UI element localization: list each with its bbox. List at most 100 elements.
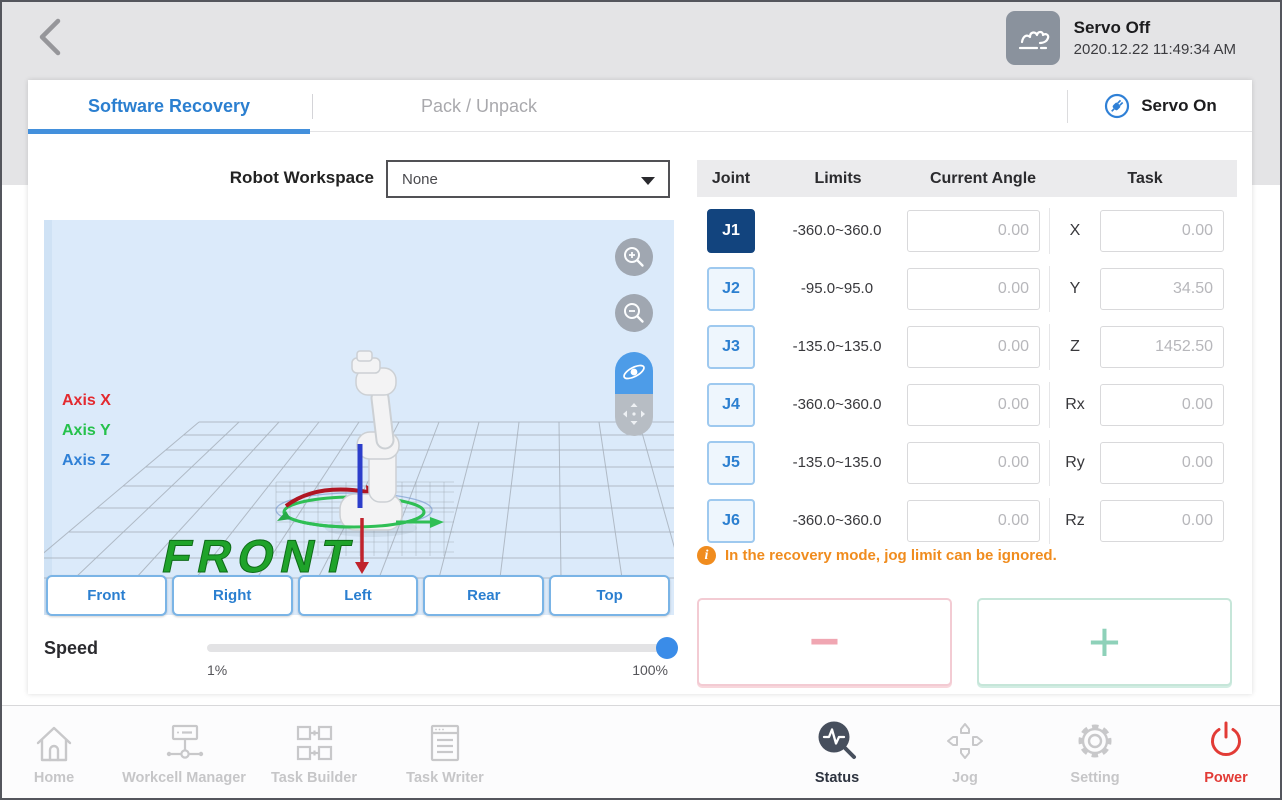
recovery-info-text: In the recovery mode, jog limit can be i…	[725, 547, 1057, 564]
joint-j3-button[interactable]: J3	[707, 325, 755, 369]
jog-dpad-icon	[885, 716, 1045, 764]
task-value-input-y[interactable]	[1100, 268, 1224, 310]
header-current-angle: Current Angle	[929, 170, 1037, 187]
axis-z-label: Axis Z	[62, 452, 111, 469]
zoom-in-button[interactable]	[615, 238, 653, 276]
workspace-selected-value: None	[402, 170, 438, 188]
column-divider	[1049, 440, 1050, 486]
joint-limits: -360.0~360.0	[792, 396, 882, 413]
joint-j2-button[interactable]: J2	[707, 267, 755, 311]
servo-hand-button[interactable]	[1005, 11, 1060, 65]
task-axis-label: Z	[1070, 338, 1080, 355]
joint-panel: Joint Limits Current Angle Task J1 -360.…	[697, 80, 1237, 694]
task-value-input-x[interactable]	[1100, 210, 1224, 252]
task-axis-label: Rz	[1065, 512, 1085, 529]
front-floor-label: FRONT	[158, 530, 362, 581]
servo-status: Servo Off 2020.12.22 11:49:34 AM	[1005, 11, 1236, 65]
caret-down-icon	[641, 177, 655, 185]
column-divider	[1049, 382, 1050, 428]
task-value-input-ry[interactable]	[1100, 442, 1224, 484]
nav-task-writer[interactable]: Task Writer	[365, 716, 525, 786]
view-buttons: Front Right Left Rear Top	[46, 575, 670, 616]
servo-state-label: Servo Off	[1073, 18, 1151, 37]
servo-on-button[interactable]: Servo On	[1068, 80, 1252, 132]
current-angle-input-j1[interactable]	[907, 210, 1040, 252]
current-angle-input-j4[interactable]	[907, 384, 1040, 426]
task-value-input-z[interactable]	[1100, 326, 1224, 368]
green-arrowhead-2	[277, 511, 291, 521]
servo-on-label: Servo On	[1141, 96, 1217, 115]
jog-plus-button[interactable]: +	[977, 598, 1232, 686]
axis-x-label: Axis X	[62, 392, 111, 409]
task-builder-icon	[234, 716, 394, 764]
view-front-button[interactable]: Front	[46, 575, 167, 616]
viewport-edge	[44, 220, 52, 615]
speed-slider-handle[interactable]	[656, 637, 678, 659]
view-left-button[interactable]: Left	[297, 575, 419, 616]
nav-power[interactable]: Power	[1146, 716, 1280, 786]
home-icon	[2, 716, 134, 764]
gear-icon	[1015, 716, 1175, 764]
current-angle-input-j3[interactable]	[907, 326, 1040, 368]
current-angle-input-j2[interactable]	[907, 268, 1040, 310]
pan-mode-button[interactable]	[615, 394, 653, 436]
nav-jog[interactable]: Jog	[885, 716, 1045, 786]
recovery-info: i In the recovery mode, jog limit can be…	[697, 546, 1237, 565]
hand-icon	[1018, 30, 1049, 50]
nav-home[interactable]: Home	[2, 716, 134, 786]
joint-row-j5: J5 -135.0~135.0 Ry	[697, 434, 1237, 492]
task-axis-label: Rx	[1065, 396, 1085, 413]
nav-task-builder[interactable]: Task Builder	[234, 716, 394, 786]
current-angle-input-j6[interactable]	[907, 500, 1040, 542]
workspace-label: Robot Workspace	[229, 168, 374, 187]
tab-pack-unpack[interactable]: Pack / Unpack	[314, 80, 644, 132]
speed-slider[interactable]	[207, 637, 678, 659]
tab-software-recovery[interactable]: Software Recovery	[28, 80, 310, 134]
view-rear-button[interactable]: Rear	[423, 575, 545, 616]
info-icon: i	[697, 546, 716, 565]
joint-row-j6: J6 -360.0~360.0 Rz	[697, 492, 1237, 550]
header-joint: Joint	[711, 170, 751, 187]
magnifier-minus-icon	[624, 303, 644, 323]
power-icon	[1146, 716, 1280, 764]
workspace-dropdown[interactable]: None	[386, 160, 670, 198]
tab-bar: Software Recovery Pack / Unpack Servo On	[28, 80, 1252, 134]
divider	[1067, 90, 1068, 123]
task-value-input-rx[interactable]	[1100, 384, 1224, 426]
bottom-navigation: Home Workcell Manager	[2, 705, 1280, 798]
joint-j6-button[interactable]: J6	[707, 499, 755, 543]
task-value-input-rz[interactable]	[1100, 500, 1224, 542]
robot-scene-canvas[interactable]: FRONT	[44, 220, 674, 615]
axis-y-label: Axis Y	[62, 422, 111, 439]
column-divider	[1049, 324, 1050, 370]
joint-limits: -135.0~135.0	[792, 454, 882, 471]
nav-status[interactable]: Status	[757, 716, 917, 786]
column-divider	[1049, 498, 1050, 544]
tab-separator	[312, 94, 313, 119]
robot-3d-viewport: FRONT Axis X Axis Y Axis Z	[44, 220, 674, 616]
joint-row-j3: J3 -135.0~135.0 Z	[697, 318, 1237, 376]
green-ring-front	[282, 511, 426, 529]
pan-arrows-icon	[623, 402, 645, 425]
main-card: Software Recovery Pack / Unpack Servo On…	[28, 80, 1252, 694]
green-arrowhead	[430, 517, 444, 528]
joint-j1-button[interactable]: J1	[707, 209, 755, 253]
nav-workcell-manager[interactable]: Workcell Manager	[104, 716, 264, 786]
nav-setting[interactable]: Setting	[1015, 716, 1175, 786]
current-angle-input-j5[interactable]	[907, 442, 1040, 484]
task-axis-label: Ry	[1065, 454, 1085, 471]
jog-minus-button[interactable]: −	[697, 598, 952, 686]
rotate-mode-button[interactable]	[615, 352, 653, 394]
zoom-out-button[interactable]	[615, 294, 653, 332]
joint-limits: -360.0~360.0	[792, 222, 882, 239]
back-button[interactable]	[28, 12, 76, 64]
joint-j4-button[interactable]: J4	[707, 383, 755, 427]
view-right-button[interactable]: Right	[171, 575, 293, 616]
task-writer-icon	[365, 716, 525, 764]
chevron-left-icon	[39, 18, 61, 56]
task-axis-label: Y	[1069, 280, 1081, 297]
joint-table-rows: J1 -360.0~360.0 X J2 -95.0~95.0 Y J3	[697, 202, 1237, 550]
view-top-button[interactable]: Top	[549, 575, 670, 616]
joint-j5-button[interactable]: J5	[707, 441, 755, 485]
